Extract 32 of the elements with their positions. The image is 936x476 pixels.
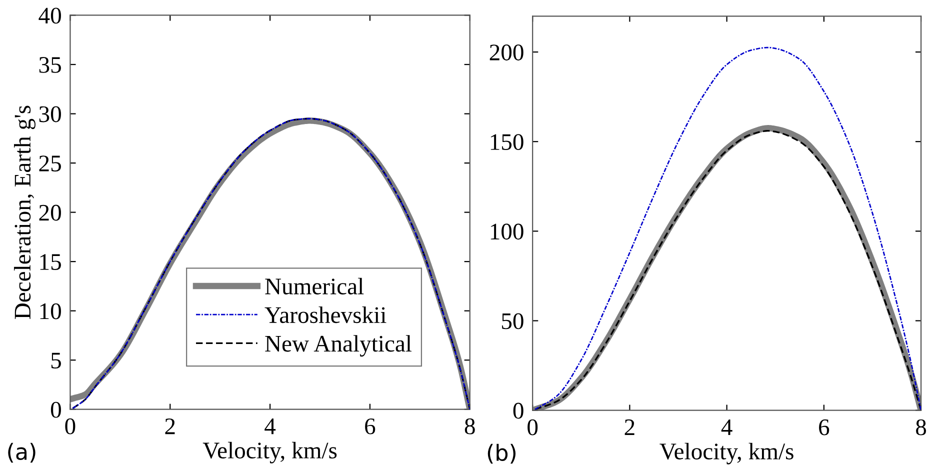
- y-tick-label: 30: [39, 106, 61, 122]
- y-tick-label: 0: [50, 402, 61, 418]
- y-tick-label: 200: [490, 44, 524, 60]
- x-tick-label: 8: [464, 418, 475, 434]
- legend-label: New Analytical: [265, 335, 412, 357]
- y-tick-label: 5: [51, 352, 61, 369]
- x-tick-label: 8: [916, 419, 926, 436]
- x-axis-title: Velocity, km/s: [660, 442, 794, 464]
- y-tick-label: 15: [40, 254, 61, 270]
- x-tick-label: 0: [65, 418, 76, 434]
- x-tick-label: 6: [365, 418, 376, 434]
- x-tick-label: 6: [819, 419, 830, 436]
- y-tick-label: 150: [490, 134, 524, 150]
- x-axis-title: Velocity, km/s: [202, 442, 337, 464]
- x-tick-label: 4: [264, 418, 276, 434]
- text: (a): [8, 442, 36, 463]
- y-tick-label: 50: [502, 313, 524, 330]
- y-tick-label: 10: [40, 303, 61, 320]
- x-tick-label: 4: [721, 419, 732, 436]
- y-tick-label: 0: [513, 402, 524, 419]
- legend-label: Yaroshevskii: [264, 306, 386, 324]
- y-tick-label: 40: [38, 8, 61, 24]
- y-axis-title: Deceleration, Earth g's: [14, 106, 36, 319]
- x-tick-label: 0: [528, 419, 538, 436]
- y-tick-label: 100: [490, 224, 524, 240]
- y-tick-label: 35: [39, 57, 61, 73]
- x-tick-label: 2: [624, 419, 634, 436]
- text: (b): [488, 444, 516, 464]
- legend-label: Numerical: [265, 278, 364, 294]
- y-tick-label: 20: [39, 204, 61, 221]
- x-tick-label: 2: [165, 418, 175, 434]
- y-tick-label: 25: [39, 156, 61, 172]
